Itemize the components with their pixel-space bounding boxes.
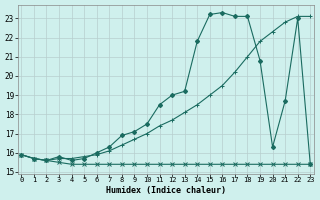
X-axis label: Humidex (Indice chaleur): Humidex (Indice chaleur): [106, 186, 226, 195]
